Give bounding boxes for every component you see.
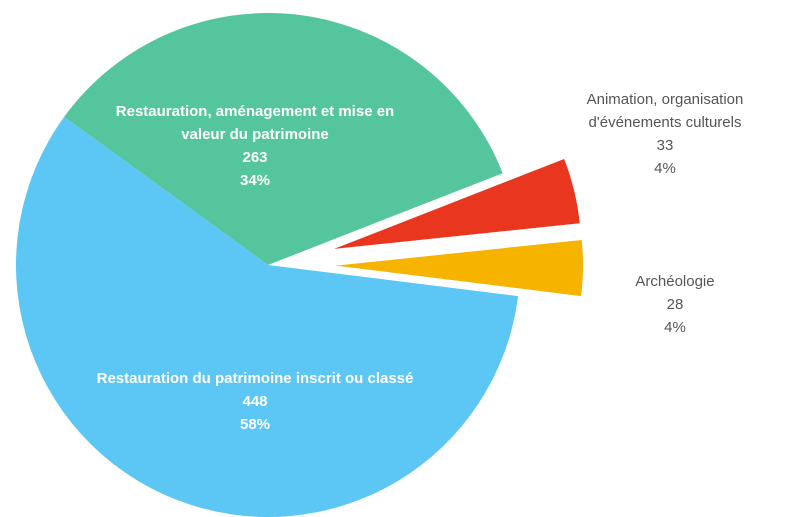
label-line: 448 [242,393,268,410]
slice-label: Restauration du patrimoine inscrit ou cl… [20,367,490,436]
label-line: 4% [664,319,686,336]
pie-slice [335,239,583,297]
pie-slice [334,158,580,249]
pie-slice [16,116,519,517]
label-line: 4% [654,160,676,177]
label-line: 28 [666,296,684,313]
slice-label: Restauration, aménagement et mise en val… [95,100,415,192]
label-line: Restauration du patrimoine inscrit ou cl… [96,370,414,387]
label-line: Animation, organisation d'événements cul… [586,91,744,131]
label-line: Restauration, aménagement et mise en val… [115,103,395,143]
pie-slice [64,12,503,265]
label-line: 34% [239,172,271,189]
slice-label: Archéologie 28 4% [575,270,775,339]
label-line: 33 [656,137,674,154]
slice-label: Animation, organisation d'événements cul… [545,88,785,180]
label-line: Archéologie [635,273,715,290]
label-line: 58% [239,416,271,433]
label-line: 263 [242,149,268,166]
